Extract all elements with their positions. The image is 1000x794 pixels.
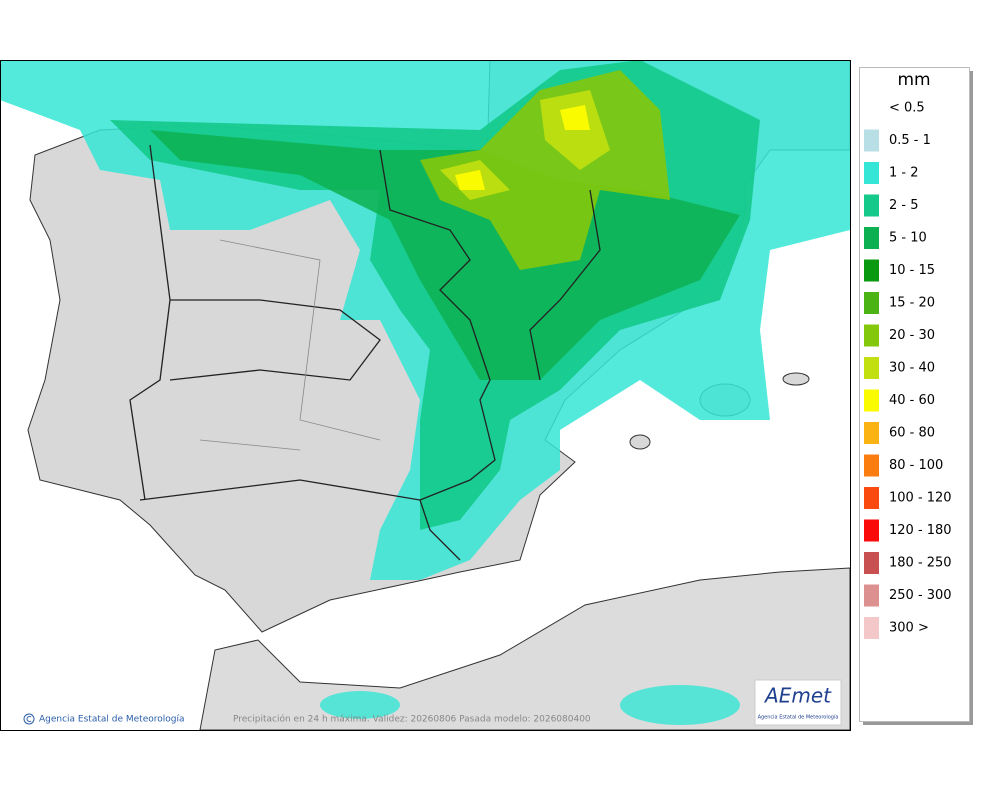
legend-items: < 0.5 0.5 - 1 1 - 2 2 - 5 5 - 10 10 - 15 15 - … [864,97,952,639]
legend-swatch [864,584,879,607]
map-frame [0,60,851,731]
legend-swatch [864,97,879,119]
legend-swatch [864,389,879,412]
legend-label: < 0.5 [889,101,925,116]
legend-label: 80 - 100 [889,458,943,473]
credit: Agencia Estatal de Meteorología [39,715,185,725]
legend-swatch [864,519,879,542]
legend-label: 1 - 2 [889,166,919,181]
legend-swatch [864,357,879,379]
legend-swatch [864,454,879,477]
legend-swatch [864,129,879,152]
legend-unit: mm [897,70,930,90]
region-borders [129,144,601,561]
copyright-icon [23,713,35,725]
map: Agencia Estatal de Meteorología Precipit… [1,60,850,730]
legend-swatch [864,422,879,444]
logo-box [754,679,842,726]
copyright-icon [26,716,32,722]
legend-swatch [864,552,879,574]
legend-swatch [864,292,879,314]
island-menorca [782,372,810,386]
island-ibiza [629,434,651,450]
legend-label: 20 - 30 [889,328,935,343]
legend-label: 60 - 80 [889,426,935,441]
legend-label: 300 > [889,621,929,636]
legend-label: 10 - 15 [889,263,935,278]
legend-label: 180 - 250 [889,556,952,571]
legend-label: 30 - 40 [889,361,935,376]
legend-label: 5 - 10 [889,231,927,246]
logo-subtitle: Agencia Estatal de Meteorología [758,714,839,721]
legend-swatch [864,227,879,249]
legend-label: 100 - 120 [889,491,952,506]
legend-swatch [864,487,879,509]
precipitation [1,60,850,725]
legend-swatch [864,162,879,184]
legend-swatch [864,324,879,347]
legend-label: 250 - 300 [889,588,952,603]
legend-label: 120 - 180 [889,523,952,538]
legend-swatch [864,194,879,217]
legend-label: 2 - 5 [889,198,919,213]
logo-name: AEmet [763,684,832,708]
legend-label: 0.5 - 1 [889,133,931,148]
legend-swatch [864,259,879,282]
legend-label: 15 - 20 [889,296,935,311]
caption: Precipitación en 24 h máxima. Validez: 2… [233,714,591,725]
legend-label: 40 - 60 [889,393,935,408]
legend-swatch [864,617,879,639]
